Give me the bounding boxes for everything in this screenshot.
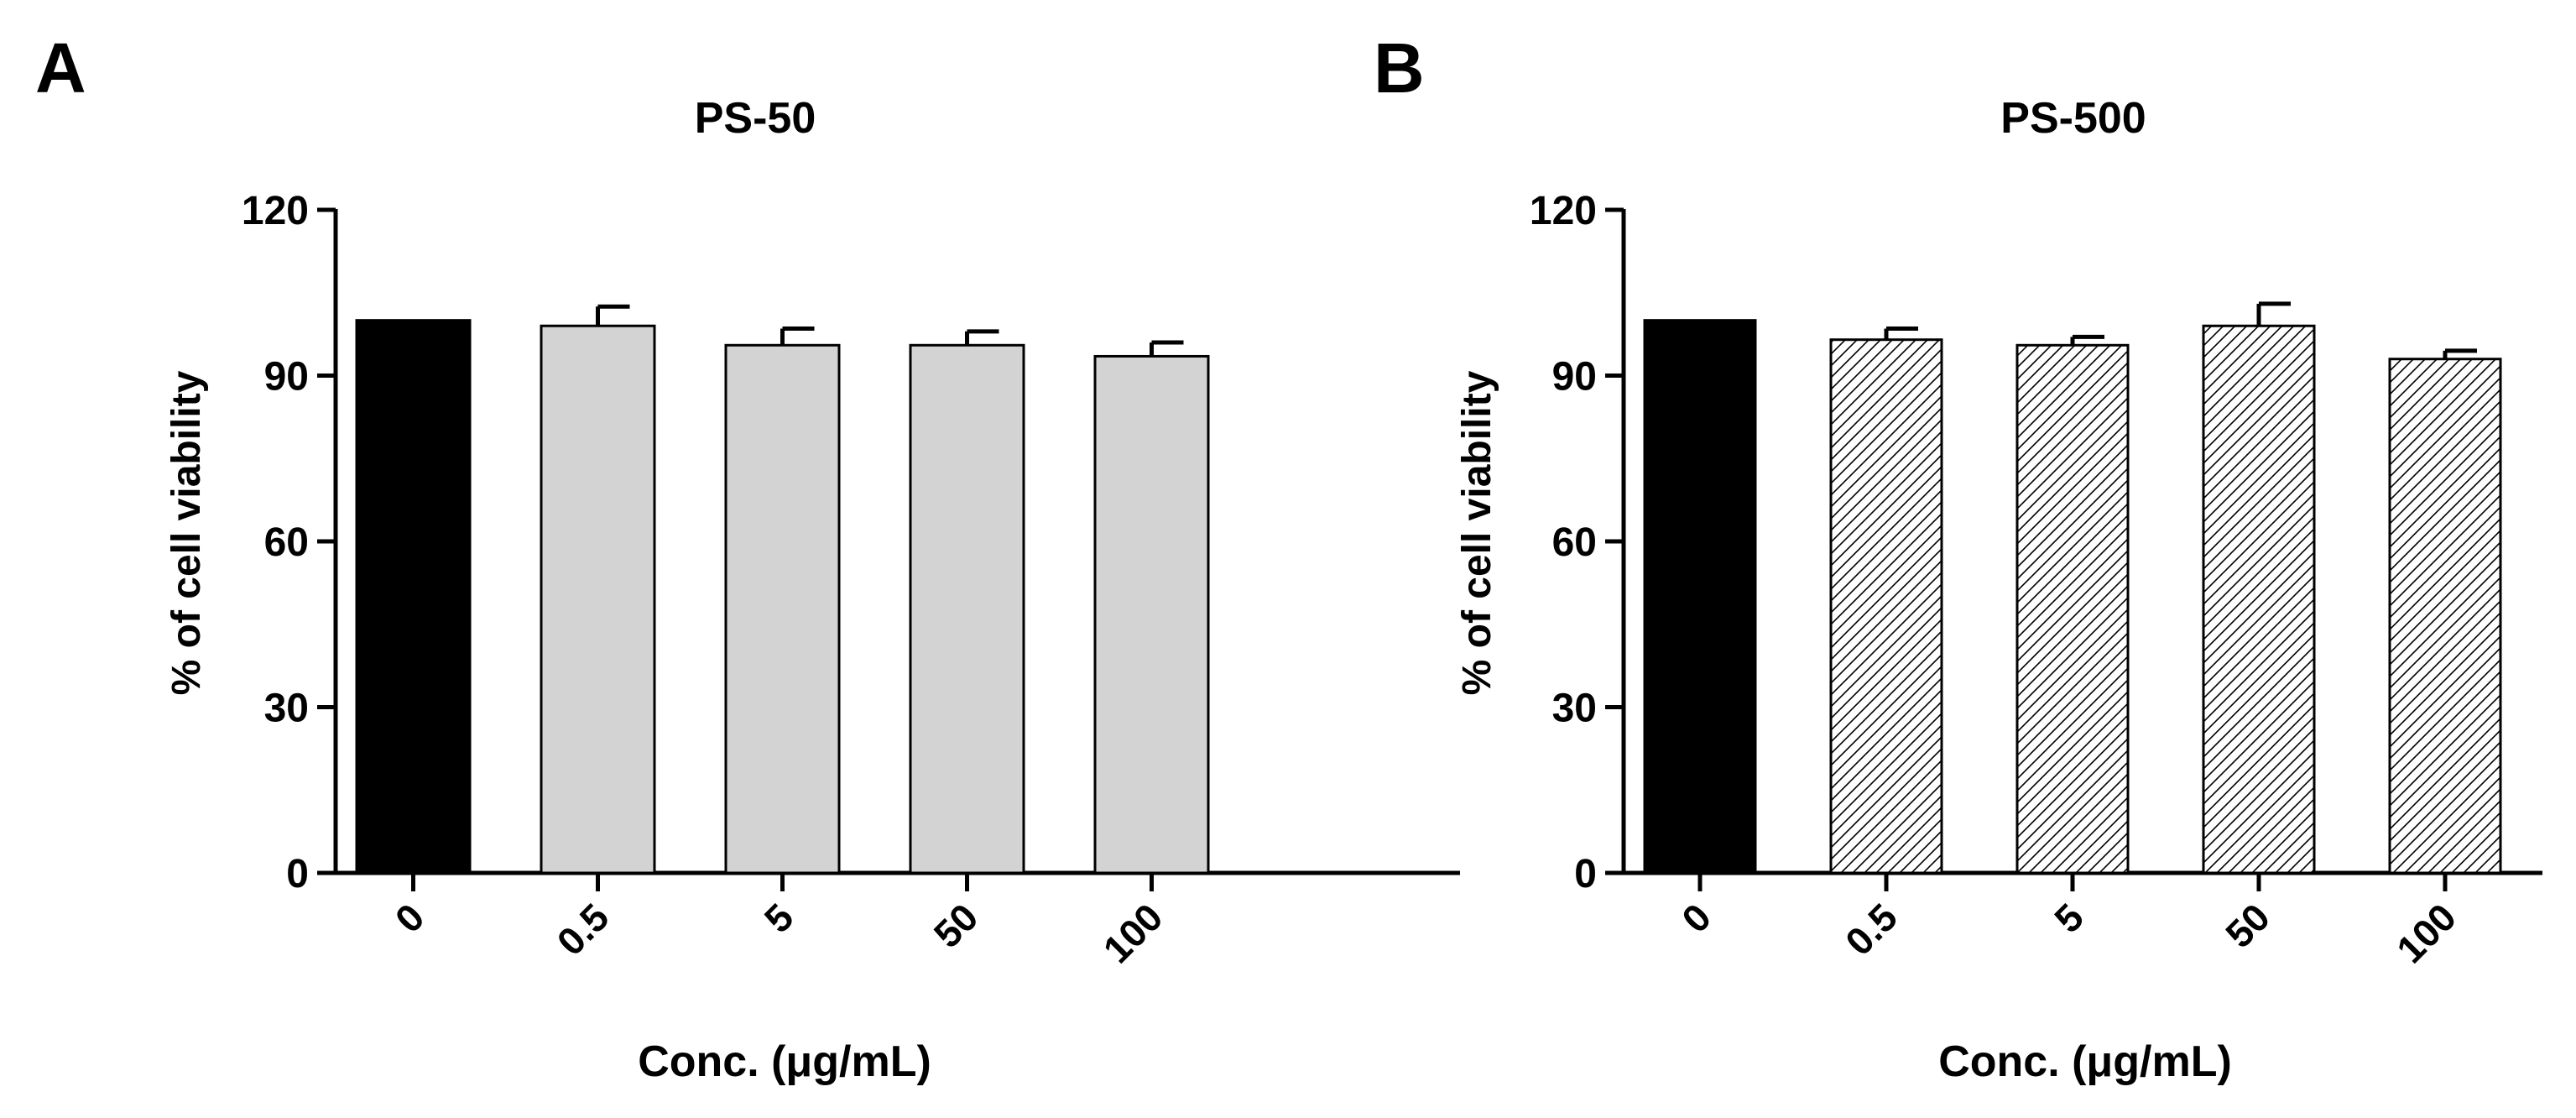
plot-area-b: 0 30 60 90 120 0 0.5 5 50 100	[1530, 189, 2542, 971]
y-tick-label: 60	[264, 520, 309, 565]
bar	[1829, 338, 1943, 875]
x-tick-label: 0.5	[549, 895, 618, 964]
bar	[1093, 354, 1210, 875]
bar	[1643, 319, 1757, 875]
chart-title: PS-50	[695, 94, 816, 143]
x-tick-label: 50	[926, 895, 987, 956]
chart-title: PS-500	[2000, 94, 2146, 143]
y-axis-label: % of cell viability	[164, 370, 209, 695]
y-tick-label: 120	[242, 189, 309, 233]
y-tick-label: 30	[1552, 687, 1597, 731]
y-tick-label: 0	[286, 852, 309, 896]
bar	[909, 343, 1025, 875]
x-tick-label: 100	[1095, 895, 1171, 971]
panel-b: B PS-500 % of cell viability Conc. (μg/m…	[1374, 29, 2542, 1086]
bar	[540, 324, 656, 875]
plot-area-a: 0 30 60 90 120 0 0.5 5 50 100	[242, 189, 1460, 971]
x-axis-label: Conc. (μg/mL)	[638, 1037, 931, 1086]
bar	[2388, 358, 2502, 875]
bar	[2202, 324, 2316, 875]
bar	[724, 343, 841, 875]
bar	[2015, 343, 2130, 875]
x-tick-label: 0	[387, 895, 433, 941]
x-tick-label: 50	[2217, 895, 2278, 956]
y-tick-label: 120	[1530, 189, 1597, 233]
bar	[355, 319, 472, 875]
x-tick-label: 0	[1673, 895, 1719, 941]
y-axis-label: % of cell viability	[1455, 370, 1499, 695]
x-tick-label: 5	[2046, 895, 2092, 941]
panel-a: A PS-50 % of cell viability Conc. (μg/mL…	[35, 29, 1460, 1086]
y-tick-label: 30	[264, 687, 309, 731]
x-tick-label: 5	[756, 895, 802, 941]
x-tick-label: 100	[2388, 895, 2464, 971]
y-tick-label: 90	[264, 355, 309, 400]
y-tick-label: 0	[1574, 852, 1597, 896]
panel-letter-a: A	[35, 29, 86, 107]
x-axis-label: Conc. (μg/mL)	[1938, 1037, 2232, 1086]
x-tick-label: 0.5	[1837, 895, 1906, 964]
y-tick-label: 90	[1552, 355, 1597, 400]
panel-letter-b: B	[1374, 29, 1425, 107]
y-tick-label: 60	[1552, 520, 1597, 565]
